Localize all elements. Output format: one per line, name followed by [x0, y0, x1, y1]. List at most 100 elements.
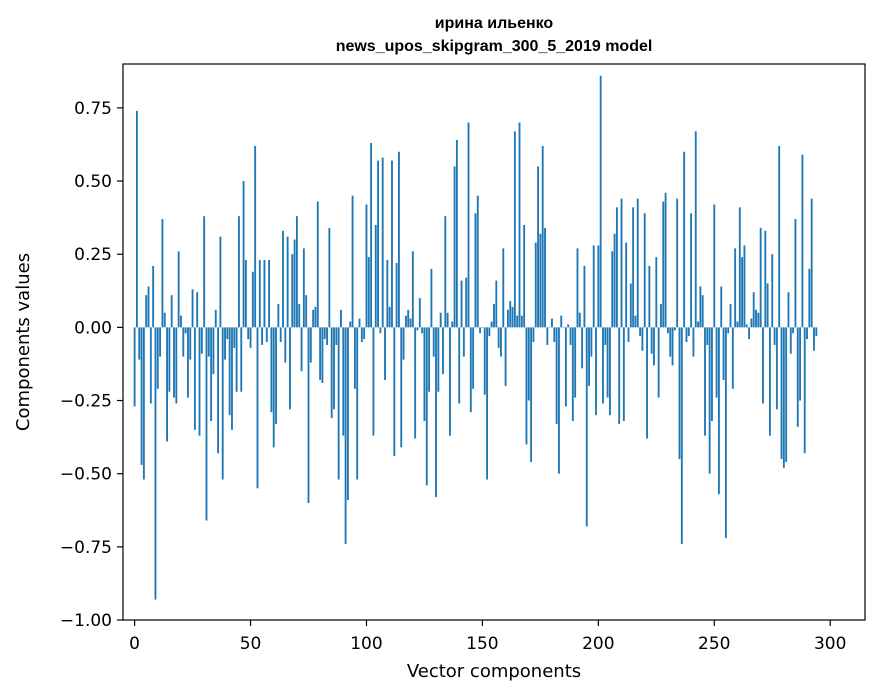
bar [759, 227, 762, 328]
bar [657, 327, 660, 398]
bar [615, 207, 618, 328]
bar [646, 327, 648, 439]
bar [414, 327, 417, 439]
bar [773, 327, 776, 345]
bar [346, 327, 349, 501]
bar [168, 327, 171, 392]
bar [455, 140, 458, 328]
bar [541, 145, 544, 328]
y-tick-label: −1.00 [60, 611, 112, 631]
bar [648, 265, 651, 328]
bar [625, 242, 628, 328]
bar [377, 160, 379, 328]
bar [551, 318, 553, 328]
bar [307, 327, 310, 503]
bar [235, 327, 238, 392]
bar [611, 251, 614, 328]
bar [488, 327, 491, 337]
bar [314, 306, 317, 328]
x-tick-label: 150 [466, 634, 498, 654]
bar [632, 207, 635, 328]
bar [796, 327, 799, 427]
bar [388, 306, 391, 328]
bar [298, 303, 301, 328]
bar [335, 327, 338, 345]
bar [762, 327, 764, 404]
bar [474, 213, 477, 328]
bar [622, 327, 625, 422]
bar [363, 327, 366, 340]
bar [439, 312, 442, 328]
bar [618, 327, 621, 424]
bar [567, 324, 570, 328]
bar [184, 327, 187, 334]
bar [509, 301, 512, 328]
bar [435, 327, 437, 498]
bar [205, 327, 208, 521]
bar [680, 327, 683, 544]
bar [277, 303, 280, 328]
bar [460, 280, 463, 328]
bar [532, 327, 535, 342]
bar [513, 131, 516, 328]
bar [613, 233, 616, 328]
bar [437, 327, 440, 392]
bar [203, 216, 206, 328]
bar [673, 327, 676, 331]
bar [384, 327, 386, 381]
bar [493, 303, 495, 328]
bar [500, 327, 502, 357]
bar [133, 327, 136, 407]
x-tick-label: 100 [350, 634, 382, 654]
bar [590, 327, 593, 357]
bar [453, 166, 456, 328]
bar [182, 327, 185, 357]
bar [210, 327, 213, 422]
bar [163, 312, 166, 328]
bar [720, 286, 723, 328]
x-tick-label: 300 [814, 634, 846, 654]
bar [724, 327, 727, 539]
bar [411, 251, 414, 328]
bar [161, 219, 164, 328]
bar [312, 309, 315, 328]
bar [639, 327, 642, 337]
bar [196, 292, 199, 328]
bar [353, 327, 356, 389]
bar [578, 312, 581, 328]
bar [293, 239, 296, 328]
bar [525, 327, 528, 445]
bar [544, 227, 546, 328]
bar [302, 248, 305, 328]
bar [149, 327, 152, 404]
bar [138, 327, 141, 360]
bar [330, 327, 333, 419]
bar [815, 327, 818, 337]
bar [588, 327, 590, 386]
bar [750, 318, 753, 328]
bar [356, 327, 359, 480]
bar [748, 327, 750, 340]
bar [523, 224, 526, 328]
bar [553, 327, 556, 342]
bar [706, 327, 709, 345]
bar [699, 286, 702, 328]
bar [808, 268, 811, 328]
y-tick-label: 0.75 [74, 99, 112, 119]
bar [207, 327, 210, 357]
bar [634, 315, 637, 328]
x-axis: 0 50 100 150 200 250 300 [129, 620, 846, 654]
bar [145, 295, 148, 328]
bar [534, 242, 537, 328]
bar [687, 327, 690, 337]
x-tick-label: 50 [240, 634, 262, 654]
bar [636, 198, 639, 328]
chart-title: ирина ильенко [435, 15, 554, 32]
bar [704, 327, 706, 436]
bar [425, 327, 428, 486]
bar [180, 315, 182, 328]
bar [170, 295, 173, 328]
bar [506, 309, 509, 328]
bar [595, 327, 597, 416]
bar [585, 327, 588, 527]
